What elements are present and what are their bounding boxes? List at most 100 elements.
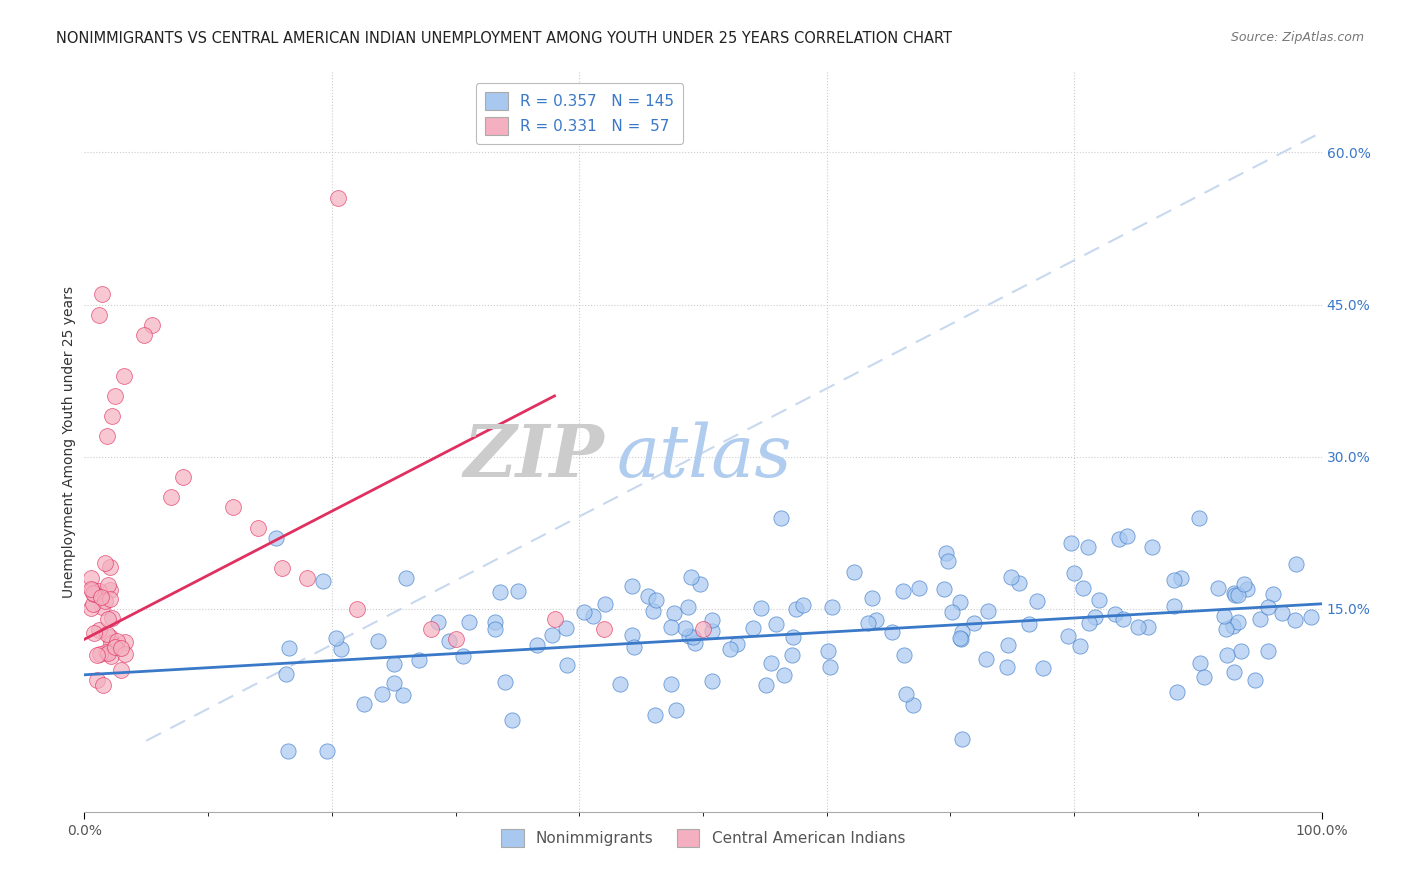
- Point: [457, 615, 479, 630]
- Point: [1078, 616, 1101, 631]
- Point: [83, 587, 105, 601]
- Point: [1026, 594, 1049, 608]
- Point: [1222, 619, 1244, 633]
- Point: [172, 470, 194, 484]
- Legend: Nonimmigrants, Central American Indians: Nonimmigrants, Central American Indians: [492, 820, 914, 856]
- Point: [621, 579, 644, 593]
- Point: [1285, 557, 1308, 571]
- Point: [94, 594, 117, 608]
- Point: [1215, 622, 1237, 636]
- Point: [87, 584, 110, 599]
- Point: [692, 622, 714, 636]
- Point: [444, 632, 467, 647]
- Text: NONIMMIGRANTS VS CENTRAL AMERICAN INDIAN UNEMPLOYMENT AMONG YOUTH UNDER 25 YEARS: NONIMMIGRANTS VS CENTRAL AMERICAN INDIAN…: [56, 31, 952, 46]
- Point: [661, 677, 683, 691]
- Point: [312, 574, 335, 588]
- Point: [1069, 640, 1091, 654]
- Point: [1236, 582, 1258, 597]
- Point: [977, 604, 1000, 618]
- Point: [593, 598, 616, 612]
- Point: [1057, 629, 1080, 643]
- Point: [97, 646, 120, 660]
- Point: [277, 641, 299, 656]
- Point: [1166, 684, 1188, 698]
- Point: [1257, 599, 1279, 614]
- Point: [1071, 581, 1094, 595]
- Point: [1189, 657, 1212, 671]
- Point: [484, 622, 506, 636]
- Point: [104, 389, 127, 403]
- Point: [582, 609, 605, 624]
- Point: [609, 677, 631, 691]
- Point: [105, 633, 128, 648]
- Point: [751, 601, 773, 615]
- Point: [949, 631, 972, 645]
- Point: [451, 649, 474, 664]
- Point: [782, 630, 804, 644]
- Point: [683, 636, 706, 650]
- Point: [89, 308, 111, 322]
- Point: [80, 601, 103, 615]
- Point: [941, 606, 963, 620]
- Text: ZIP: ZIP: [463, 421, 605, 491]
- Point: [437, 634, 460, 648]
- Point: [974, 652, 997, 666]
- Point: [382, 657, 405, 671]
- Point: [80, 583, 103, 598]
- Point: [1284, 613, 1306, 627]
- Point: [623, 640, 645, 655]
- Point: [79, 582, 101, 596]
- Point: [676, 599, 699, 614]
- Point: [79, 571, 101, 585]
- Point: [555, 657, 578, 672]
- Point: [326, 191, 349, 205]
- Point: [1257, 643, 1279, 657]
- Point: [382, 676, 405, 690]
- Point: [526, 639, 548, 653]
- Point: [1227, 615, 1250, 629]
- Point: [501, 713, 523, 727]
- Point: [1008, 576, 1031, 591]
- Point: [700, 624, 723, 638]
- Text: atlas: atlas: [616, 421, 792, 491]
- Point: [1137, 620, 1160, 634]
- Point: [330, 642, 353, 657]
- Point: [1108, 533, 1130, 547]
- Point: [506, 583, 529, 598]
- Point: [893, 648, 915, 663]
- Point: [932, 582, 955, 596]
- Point: [222, 500, 245, 515]
- Point: [949, 595, 972, 609]
- Point: [1233, 577, 1256, 591]
- Point: [96, 429, 118, 443]
- Point: [1243, 673, 1265, 687]
- Point: [856, 616, 879, 631]
- Point: [91, 678, 114, 692]
- Point: [901, 698, 924, 712]
- Point: [907, 582, 929, 596]
- Point: [1084, 609, 1107, 624]
- Point: [1018, 617, 1040, 632]
- Point: [395, 571, 418, 585]
- Point: [997, 638, 1019, 652]
- Point: [792, 598, 814, 612]
- Point: [896, 686, 918, 700]
- Point: [316, 744, 339, 758]
- Point: [277, 744, 299, 758]
- Point: [484, 615, 506, 630]
- Point: [94, 556, 117, 570]
- Point: [950, 624, 973, 639]
- Point: [1227, 587, 1250, 601]
- Point: [718, 642, 741, 657]
- Point: [1222, 586, 1244, 600]
- Point: [540, 627, 562, 641]
- Point: [637, 590, 659, 604]
- Point: [325, 631, 347, 645]
- Point: [100, 649, 122, 664]
- Point: [89, 647, 111, 661]
- Point: [1126, 620, 1149, 634]
- Point: [271, 561, 294, 575]
- Point: [644, 592, 666, 607]
- Point: [276, 666, 298, 681]
- Point: [842, 566, 865, 580]
